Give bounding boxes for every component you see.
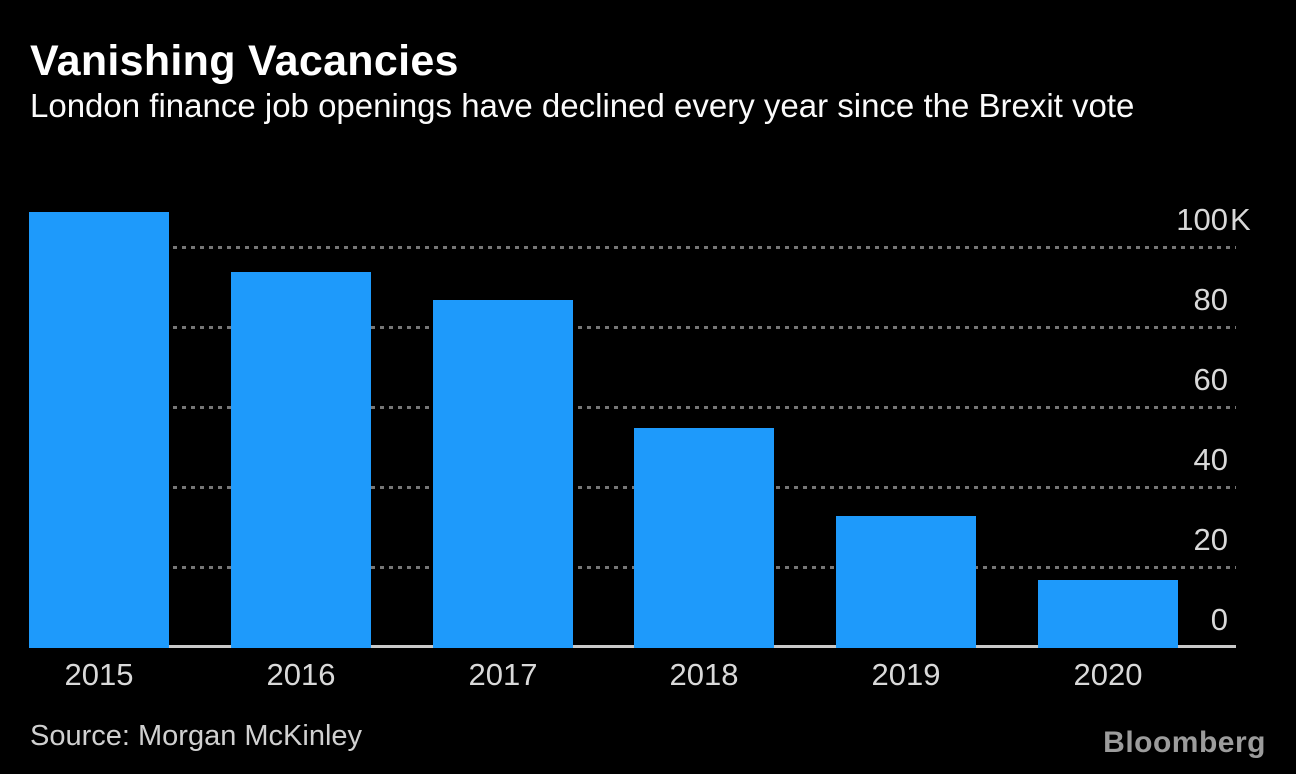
y-tick-label-100K: 100 K <box>1156 204 1253 236</box>
y-tick-label-80: 80 <box>1156 284 1253 316</box>
y-tick-number: 0 <box>1210 602 1228 637</box>
y-tick-number: 20 <box>1193 522 1228 557</box>
x-axis-label-2020: 2020 <box>1073 657 1143 692</box>
x-axis-line <box>29 645 1236 648</box>
source-note: Source: Morgan McKinley <box>30 720 363 752</box>
y-tick-number: 80 <box>1193 282 1228 317</box>
y-tick-number: 60 <box>1193 362 1228 397</box>
chart-title: Vanishing Vacancies <box>30 37 459 85</box>
y-tick-number: 40 <box>1193 442 1228 477</box>
y-tick-label-0: 0 <box>1156 604 1253 636</box>
gridline-60 <box>29 406 1236 409</box>
gridline-20 <box>29 566 1236 569</box>
x-axis-label-2019: 2019 <box>871 657 941 692</box>
bar-2015 <box>29 212 169 648</box>
y-tick-number: 100 <box>1176 202 1228 237</box>
x-axis-label-2015: 2015 <box>64 657 134 692</box>
x-axis-label-2018: 2018 <box>669 657 739 692</box>
bar-2020 <box>1038 580 1178 648</box>
gridline-40 <box>29 486 1236 489</box>
gridline-100K <box>29 246 1236 249</box>
chart-subtitle: London finance job openings have decline… <box>30 87 1135 124</box>
bar-2017 <box>433 300 573 648</box>
bar-2018 <box>634 428 774 648</box>
bar-2016 <box>231 272 371 648</box>
y-tick-label-20: 20 <box>1156 524 1253 556</box>
x-axis-label-2017: 2017 <box>468 657 538 692</box>
gridline-80 <box>29 326 1236 329</box>
bar-2019 <box>836 516 976 648</box>
y-tick-label-40: 40 <box>1156 444 1253 476</box>
y-tick-unit-suffix: K <box>1230 202 1251 237</box>
bloomberg-logo: Bloomberg <box>1103 726 1266 759</box>
y-tick-label-60: 60 <box>1156 364 1253 396</box>
x-axis-label-2016: 2016 <box>266 657 336 692</box>
